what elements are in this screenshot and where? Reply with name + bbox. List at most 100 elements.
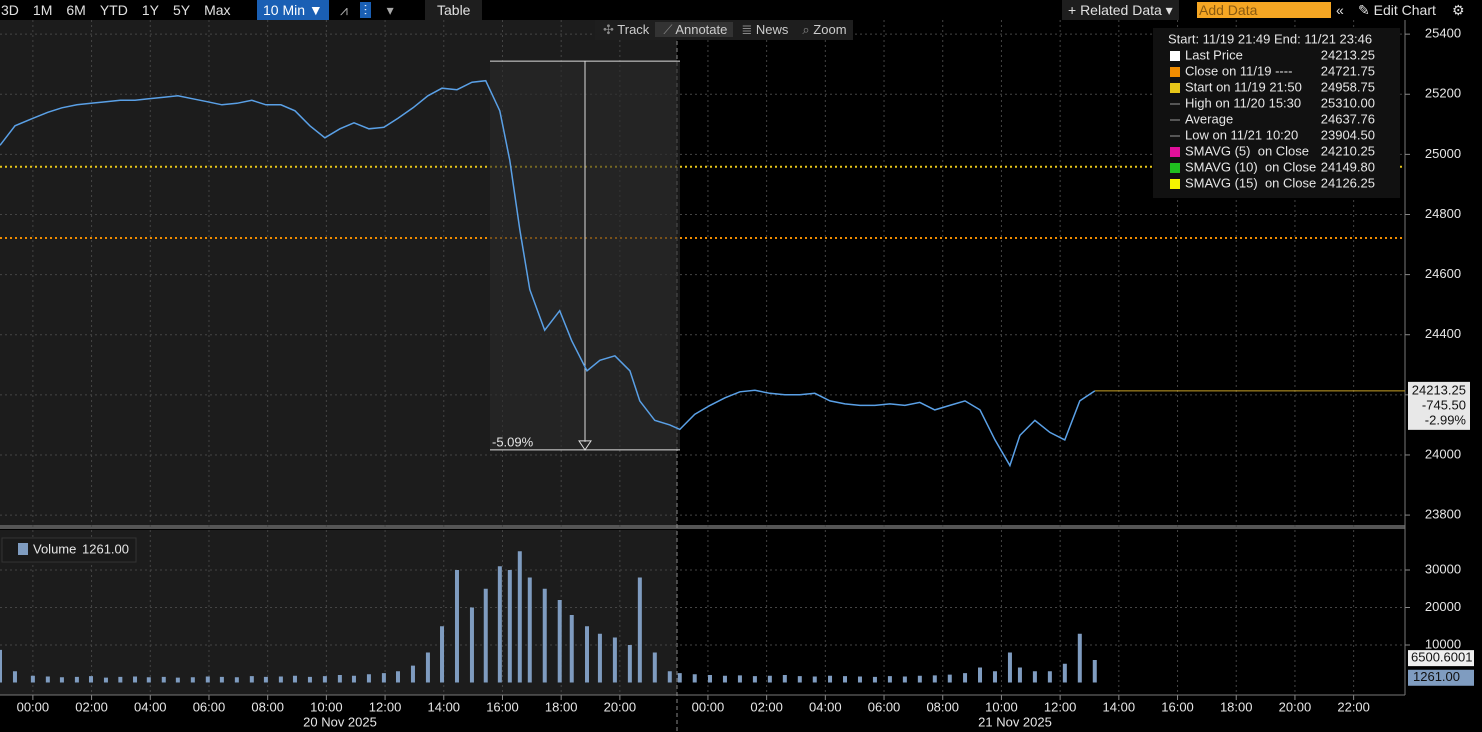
- volume-bar: [278, 676, 283, 683]
- x-tick-label: 22:00: [1337, 699, 1370, 714]
- y-tick-label: 24600: [1425, 266, 1461, 281]
- y-tick-label: 25200: [1425, 86, 1461, 101]
- volume-bar: [190, 677, 195, 683]
- tool-button[interactable]: Annotate: [675, 22, 734, 37]
- volume-tag-label: 1261.00: [1413, 669, 1460, 684]
- x-tick-label: 20:00: [604, 699, 637, 714]
- volume-bar: [722, 675, 727, 683]
- volume-legend-swatch: [18, 543, 28, 555]
- volume-bar: [963, 673, 968, 683]
- volume-bar: [1047, 671, 1052, 683]
- legend-name: SMAVG (5) on Close: [1185, 143, 1309, 158]
- range-button[interactable]: 1M: [32, 2, 53, 18]
- volume-bar: [410, 665, 415, 683]
- volume-bar: [667, 671, 672, 683]
- tool-icon[interactable]: ✣: [603, 22, 618, 37]
- volume-bar: [292, 675, 297, 683]
- legend-value: 24149.80: [1321, 159, 1375, 174]
- date-label: 21 Nov 2025: [978, 714, 1052, 729]
- legend-value: 24721.75: [1321, 63, 1375, 78]
- add-data-input[interactable]: Add Data: [1197, 2, 1331, 18]
- volume-bar: [917, 675, 922, 683]
- volume-bar: [857, 676, 862, 683]
- legend-name: Last Price: [1185, 47, 1243, 62]
- legend-name: SMAVG (10) on Close: [1185, 159, 1316, 174]
- volume-tag: [1408, 650, 1474, 667]
- volume-bar: [497, 566, 502, 683]
- volume-bar: [425, 652, 430, 683]
- x-tick-label: 02:00: [750, 699, 783, 714]
- legend-value: 24958.75: [1321, 79, 1375, 94]
- volume-bar: [902, 676, 907, 683]
- volume-bar: [842, 676, 847, 683]
- volume-bar: [161, 676, 166, 683]
- x-tick-label: 08:00: [926, 699, 959, 714]
- range-button[interactable]: YTD: [99, 2, 128, 18]
- edit-chart-button[interactable]: ✎ Edit Chart: [1358, 2, 1436, 18]
- volume-legend-name: Volume: [33, 541, 76, 556]
- range-button[interactable]: 5Y: [172, 2, 191, 18]
- volume-bar: [978, 667, 983, 683]
- y-tick-label: 24400: [1425, 326, 1461, 341]
- y-tick-label: 25400: [1425, 26, 1461, 41]
- chart-type-icons[interactable]: ⩘ ⫶ ▾: [340, 2, 394, 18]
- volume-bar: [12, 671, 17, 683]
- volume-bar: [234, 677, 239, 683]
- tool-button[interactable]: Zoom: [813, 22, 847, 37]
- volume-bar: [175, 677, 180, 683]
- volume-bar: [263, 676, 268, 683]
- legend-value: 24637.76: [1321, 111, 1375, 126]
- tool-icon[interactable]: ⌕: [802, 22, 814, 37]
- price-line: [0, 79, 1096, 468]
- volume-bar: [812, 676, 817, 683]
- x-tick-label: 14:00: [1103, 699, 1136, 714]
- legend-name: Close on 11/19 ----: [1185, 63, 1292, 78]
- volume-bar: [507, 570, 512, 683]
- tool-icon[interactable]: ≣: [741, 22, 756, 37]
- y-tick-label: 30000: [1425, 561, 1461, 576]
- volume-bar: [469, 607, 474, 683]
- table-button[interactable]: Table: [425, 0, 483, 20]
- volume-bar: [1017, 667, 1022, 683]
- volume-bar: [1032, 671, 1037, 683]
- volume-bar: [872, 676, 877, 683]
- volume-bar: [585, 626, 590, 683]
- x-tick-label: 04:00: [809, 699, 842, 714]
- volume-bar: [440, 626, 445, 683]
- range-button[interactable]: 3D: [1, 2, 19, 18]
- interval-button[interactable]: 10 Min ▼: [257, 0, 329, 20]
- legend-name: SMAVG (15) on Close: [1185, 175, 1316, 190]
- related-data-button[interactable]: + Related Data ▾: [1062, 0, 1179, 20]
- x-tick-label: 02:00: [75, 699, 108, 714]
- volume-bar: [992, 671, 997, 683]
- range-button[interactable]: 1Y: [141, 2, 159, 18]
- legend-swatch: [1170, 179, 1180, 189]
- y-tick-label: 20000: [1425, 599, 1461, 614]
- annotation-arrowhead: [578, 440, 592, 451]
- volume-tag: [1408, 669, 1474, 686]
- x-tick-label: 10:00: [310, 699, 343, 714]
- volume-bar: [103, 677, 108, 683]
- tool-button[interactable]: Track: [617, 22, 650, 37]
- tool-icon[interactable]: ⟋: [655, 22, 676, 37]
- x-tick-label: 18:00: [1220, 699, 1253, 714]
- range-button[interactable]: 6M: [66, 2, 86, 18]
- legend-header: Start: 11/19 21:49 End: 11/21 23:46: [1168, 31, 1372, 46]
- panel-divider: [0, 525, 1405, 529]
- volume-bar: [0, 649, 2, 683]
- volume-bar: [782, 675, 787, 683]
- range-button[interactable]: Max: [204, 2, 231, 18]
- volume-bar: [219, 676, 224, 683]
- volume-bar: [205, 676, 210, 683]
- tool-button[interactable]: News: [755, 22, 789, 37]
- price-tag: [1408, 381, 1470, 430]
- settings-button[interactable]: ⚙: [1452, 2, 1465, 18]
- volume-bar: [692, 674, 697, 683]
- x-tick-label: 10:00: [985, 699, 1018, 714]
- annotation-label: -5.09%: [492, 434, 534, 449]
- collapse-button[interactable]: «: [1336, 2, 1344, 18]
- volume-bar: [337, 675, 342, 683]
- legend-swatch: [1170, 51, 1180, 61]
- volume-bar: [737, 675, 742, 683]
